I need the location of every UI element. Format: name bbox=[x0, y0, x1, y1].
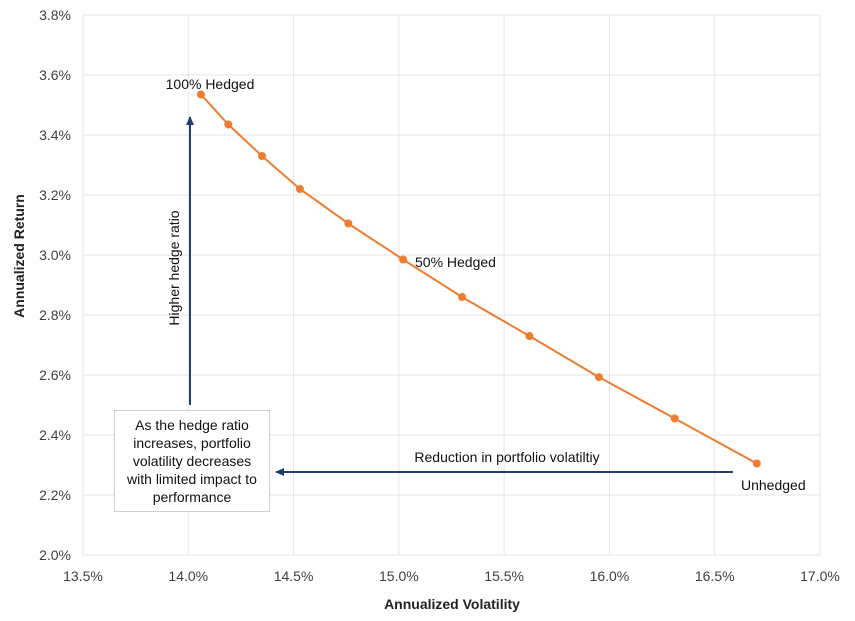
y-axis-title: Annualized Return bbox=[11, 194, 27, 318]
label-unhedged: Unhedged bbox=[741, 477, 806, 493]
x-tick-label: 16.0% bbox=[590, 568, 630, 584]
data-point bbox=[399, 255, 408, 264]
axis-ticks: 13.5% 14.0% 14.5% 15.0% 15.5% 16.0% 16.5% 17.0%… bbox=[39, 7, 840, 584]
y-tick-label: 2.6% bbox=[39, 367, 71, 383]
y-tick-label: 2.2% bbox=[39, 487, 71, 503]
x-tick-label: 17.0% bbox=[800, 568, 840, 584]
callout-box: As the hedge ratio increases, portfolio … bbox=[114, 410, 270, 512]
data-point bbox=[196, 90, 205, 99]
data-point bbox=[670, 414, 679, 423]
data-point bbox=[525, 332, 534, 340]
label-50-hedged: 50% Hedged bbox=[415, 254, 496, 270]
callout-text: As the hedge ratio increases, portfolio … bbox=[127, 417, 257, 505]
x-tick-label: 15.5% bbox=[484, 568, 524, 584]
y-tick-label: 3.6% bbox=[39, 67, 71, 83]
y-tick-label: 2.8% bbox=[39, 307, 71, 323]
label-100-hedged: 100% Hedged bbox=[166, 76, 255, 92]
y-tick-label: 3.8% bbox=[39, 7, 71, 23]
data-point bbox=[594, 373, 603, 382]
horizontal-arrow-label: Reduction in portfolio volatiltiy bbox=[414, 449, 599, 465]
y-tick-label: 3.0% bbox=[39, 247, 71, 263]
y-tick-label: 3.4% bbox=[39, 127, 71, 143]
x-axis-title: Annualized Volatility bbox=[384, 596, 520, 612]
x-tick-label: 16.5% bbox=[695, 568, 735, 584]
series-hedge-frontier bbox=[196, 90, 761, 468]
y-tick-label: 2.4% bbox=[39, 427, 71, 443]
x-tick-label: 15.0% bbox=[379, 568, 419, 584]
x-tick-label: 14.0% bbox=[168, 568, 208, 584]
y-tick-label: 3.2% bbox=[39, 187, 71, 203]
data-point bbox=[224, 120, 233, 129]
series-line bbox=[200, 93, 758, 465]
x-tick-label: 13.5% bbox=[63, 568, 103, 584]
vertical-arrow-label: Higher hedge ratio bbox=[166, 210, 182, 325]
data-point bbox=[257, 152, 266, 160]
data-point bbox=[295, 185, 304, 193]
data-point bbox=[752, 459, 761, 468]
x-tick-label: 14.5% bbox=[274, 568, 314, 584]
data-point bbox=[458, 293, 467, 301]
data-point bbox=[344, 219, 353, 228]
y-tick-label: 2.0% bbox=[39, 547, 71, 563]
